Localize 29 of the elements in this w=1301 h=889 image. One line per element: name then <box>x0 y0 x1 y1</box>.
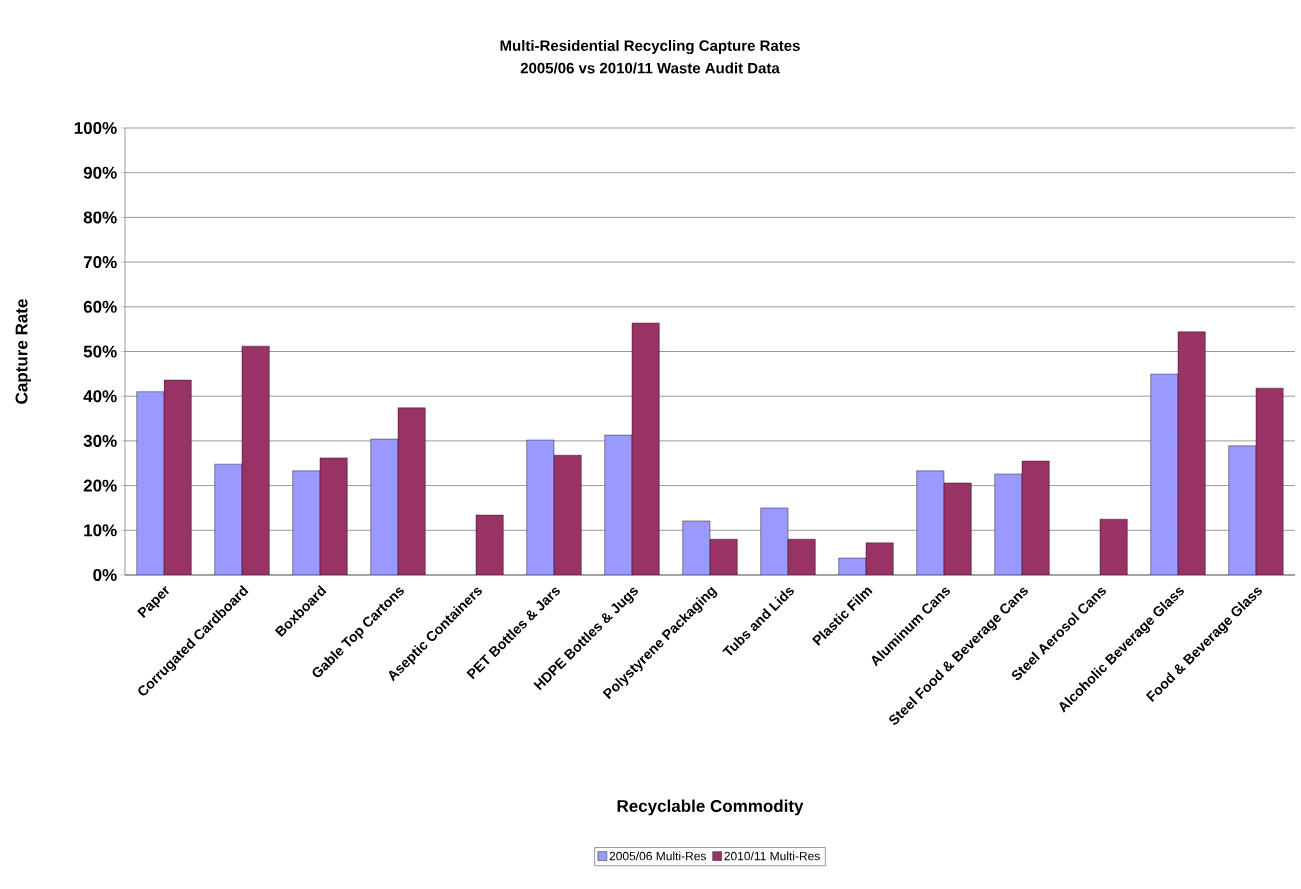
y-tick-label: 10% <box>84 524 117 537</box>
bar <box>214 463 243 575</box>
y-tick-label: 20% <box>83 479 117 492</box>
y-tick-label: 30% <box>83 434 117 447</box>
bar <box>760 507 789 575</box>
y-axis-title: Capture Rate <box>15 299 31 404</box>
bar <box>292 470 321 575</box>
bar <box>682 520 711 575</box>
bar <box>916 470 945 575</box>
bar <box>136 391 165 575</box>
y-tick-label: 70% <box>83 256 117 269</box>
bar <box>526 439 555 575</box>
y-tick-label: 40% <box>83 390 117 403</box>
legend-label: 2010/11 Multi-Res <box>724 851 820 861</box>
y-tick-label: 80% <box>83 211 117 224</box>
bar <box>994 473 1023 575</box>
bar <box>1228 445 1257 575</box>
y-tick-label: 50% <box>83 345 117 358</box>
chart-subtitle: 2005/06 vs 2010/11 Waste Audit Data <box>520 62 780 74</box>
y-tick-label: 0% <box>93 568 117 582</box>
legend-label: 2005/06 Multi-Res <box>609 851 706 861</box>
y-tick-label: 100% <box>74 121 117 135</box>
bar <box>370 438 399 575</box>
bar <box>604 434 633 575</box>
chart-title: Multi-Residential Recycling Capture Rates <box>500 39 800 55</box>
x-axis-title: Recyclable Commodity <box>617 799 804 816</box>
y-tick-label: 90% <box>83 166 117 179</box>
bar <box>1150 373 1179 575</box>
y-tick-label: 60% <box>83 300 117 313</box>
